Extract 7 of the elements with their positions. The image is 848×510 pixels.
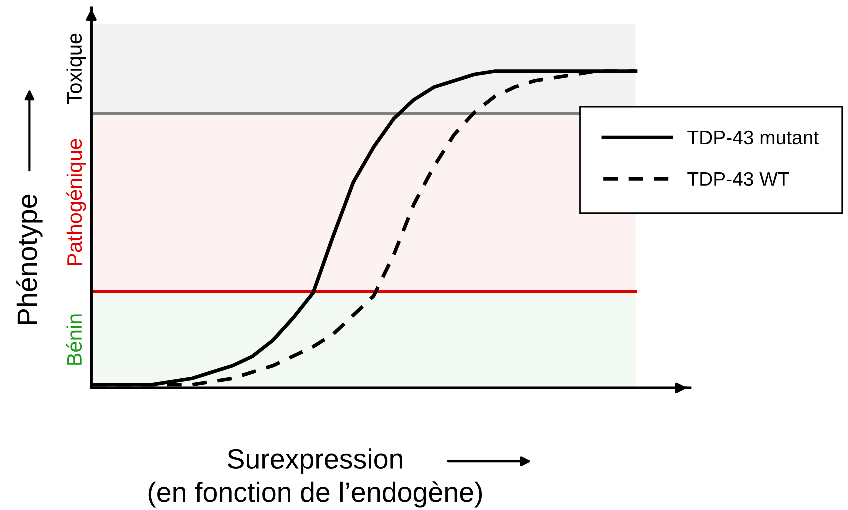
band-label: Toxique [66,34,86,104]
legend-label: TDP-43 WT [688,172,790,186]
band-label: Bénin [66,314,82,365]
legend-label: TDP-43 mutant [688,130,819,145]
y-axis-title: Phénotype [16,194,43,324]
band-label: Pathogénique [66,139,86,266]
x-axis-title: Surexpression (en fonction de l’endogène) [148,448,482,508]
